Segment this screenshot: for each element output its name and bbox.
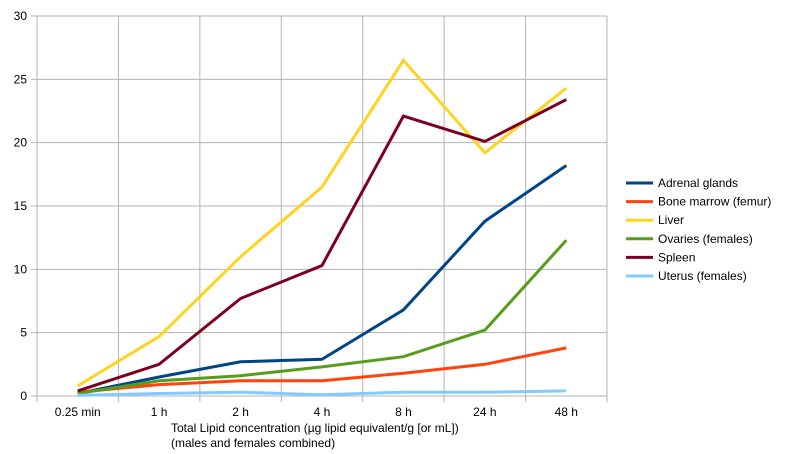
- y-tick-label: 25: [14, 72, 28, 86]
- legend: Adrenal glands Bone marrow (femur) Liver Ov…: [626, 176, 771, 283]
- legend-label-adrenal-glands: Adrenal glands: [658, 176, 738, 190]
- legend-label-spleen: Spleen: [658, 250, 695, 264]
- series-line-ovaries-females: [77, 239, 568, 395]
- y-tick-label: 15: [14, 199, 28, 213]
- series-line-liver: [76, 57, 568, 388]
- x-axis-title-line-2: (males and females combined): [171, 436, 335, 450]
- grid: [31, 15, 608, 402]
- legend-label-bone-marrow-femur: Bone marrow (femur): [658, 195, 771, 209]
- x-tick-label: 8 h: [395, 405, 412, 419]
- y-tick-label: 5: [20, 326, 27, 340]
- series-line-uterus-females: [77, 389, 567, 397]
- y-tick-label: 0: [20, 389, 27, 403]
- y-tick-label: 10: [14, 262, 28, 276]
- y-tick-label: 20: [14, 136, 28, 150]
- x-tick-label: 2 h: [232, 405, 249, 419]
- x-axis-title-line-1: Total Lipid concentration (µg lipid equi…: [171, 421, 459, 435]
- series-lines: [76, 57, 568, 397]
- legend-label-ovaries-females: Ovaries (females): [658, 232, 753, 246]
- series-line-adrenal-glands: [77, 164, 568, 395]
- x-tick-label: 24 h: [473, 405, 496, 419]
- x-tick-label: 1 h: [151, 405, 168, 419]
- x-tick-labels: 0.25 min 1 h 2 h 4 h 8 h 24 h 48 h: [55, 405, 578, 419]
- y-tick-label: 30: [14, 9, 28, 23]
- x-tick-label: 4 h: [314, 405, 331, 419]
- series-line-bone-marrow-femur: [77, 346, 567, 394]
- series-line-spleen: [77, 98, 567, 393]
- x-tick-label: 48 h: [555, 405, 578, 419]
- x-tick-label: 0.25 min: [55, 405, 101, 419]
- y-tick-labels: 0 5 10 15 20 25 30: [14, 9, 28, 403]
- legend-label-liver: Liver: [658, 213, 684, 227]
- legend-label-uterus-females: Uterus (females): [658, 269, 747, 283]
